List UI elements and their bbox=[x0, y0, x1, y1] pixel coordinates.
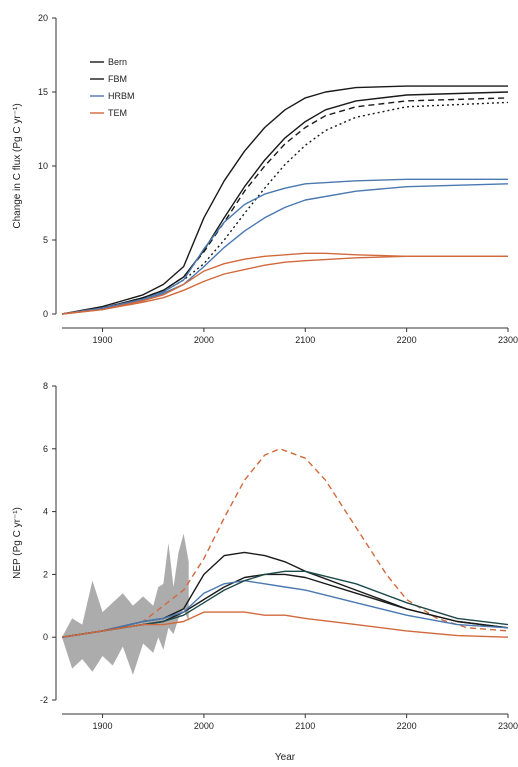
y-tick-label: 8 bbox=[43, 381, 48, 391]
y-tick-label: 0 bbox=[43, 632, 48, 642]
series-line-fbm bbox=[62, 101, 508, 315]
y-tick-label: 20 bbox=[38, 13, 48, 23]
bottom-panel-nep: -2 0 2 4 6 8 1900 2000 2100 2200 2300 NEP (Pg C yr⁻… bbox=[12, 381, 518, 763]
series-line-hrbm bbox=[62, 183, 508, 315]
series-line-tem bbox=[62, 255, 508, 315]
x-tick-label: 2100 bbox=[295, 721, 315, 731]
series-line-tem bbox=[62, 611, 508, 638]
x-tick-label: 2300 bbox=[498, 721, 518, 731]
y-axis-label: NEP (Pg C yr⁻¹) bbox=[12, 507, 23, 579]
x-tick-label: 1900 bbox=[93, 335, 113, 345]
x-axis-label: Year bbox=[275, 752, 296, 763]
y-tick-label: -2 bbox=[40, 695, 48, 705]
series-line-tem bbox=[62, 448, 508, 638]
series-line-bern bbox=[62, 570, 508, 638]
legend-label: FBM bbox=[108, 74, 127, 84]
observed-range-band bbox=[62, 533, 189, 675]
legend-label: HRBM bbox=[108, 91, 135, 101]
series-line-bern bbox=[62, 85, 508, 315]
series-line-tem bbox=[62, 252, 508, 315]
x-tick-label: 2000 bbox=[194, 721, 214, 731]
series-line-fbm bbox=[62, 97, 508, 315]
x-tick-label: 2100 bbox=[295, 335, 315, 345]
x-tick-label: 2000 bbox=[194, 335, 214, 345]
plot-area bbox=[62, 448, 508, 675]
series-line-hrbm bbox=[62, 178, 508, 315]
y-tick-label: 6 bbox=[43, 444, 48, 454]
y-tick-label: 4 bbox=[43, 507, 48, 517]
plot-area bbox=[62, 85, 508, 315]
x-tick-label: 2200 bbox=[397, 721, 417, 731]
x-tick-label: 2300 bbox=[498, 335, 518, 345]
y-tick-label: 2 bbox=[43, 569, 48, 579]
legend-label: TEM bbox=[108, 108, 127, 118]
y-tick-label: 15 bbox=[38, 87, 48, 97]
y-axis-label: Change in C flux (Pg C yr⁻¹) bbox=[12, 103, 23, 228]
x-tick-label: 2200 bbox=[397, 335, 417, 345]
legend-label: Bern bbox=[108, 57, 127, 67]
y-tick-label: 0 bbox=[43, 309, 48, 319]
y-tick-label: 10 bbox=[38, 161, 48, 171]
y-tick-label: 5 bbox=[43, 235, 48, 245]
x-tick-label: 1900 bbox=[93, 721, 113, 731]
top-panel-flux-change: 0 5 10 15 20 1900 2000 2100 2200 2300 Change in C … bbox=[12, 13, 518, 345]
series-line-bern bbox=[62, 91, 508, 315]
